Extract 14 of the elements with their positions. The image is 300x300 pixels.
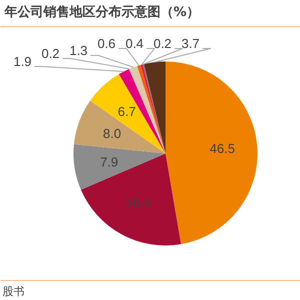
data-label: 0.6 [97,36,116,51]
data-label: 0.4 [125,36,144,51]
data-label: 20.9 [126,196,151,212]
data-label: 0.2 [153,36,172,51]
text: 股书 [2,285,24,298]
data-label: 7.9 [100,154,118,170]
data-label: 6.7 [118,104,136,120]
data-label: 1.3 [69,43,88,58]
data-label: 1.9 [13,54,32,69]
chart-title: 年公司销售地区分布示意图（%） [4,4,200,20]
data-label: 3.7 [181,36,200,51]
data-label: 8.0 [103,126,122,142]
data-label: 46.5 [210,141,235,156]
data-label: 0.2 [41,46,60,61]
